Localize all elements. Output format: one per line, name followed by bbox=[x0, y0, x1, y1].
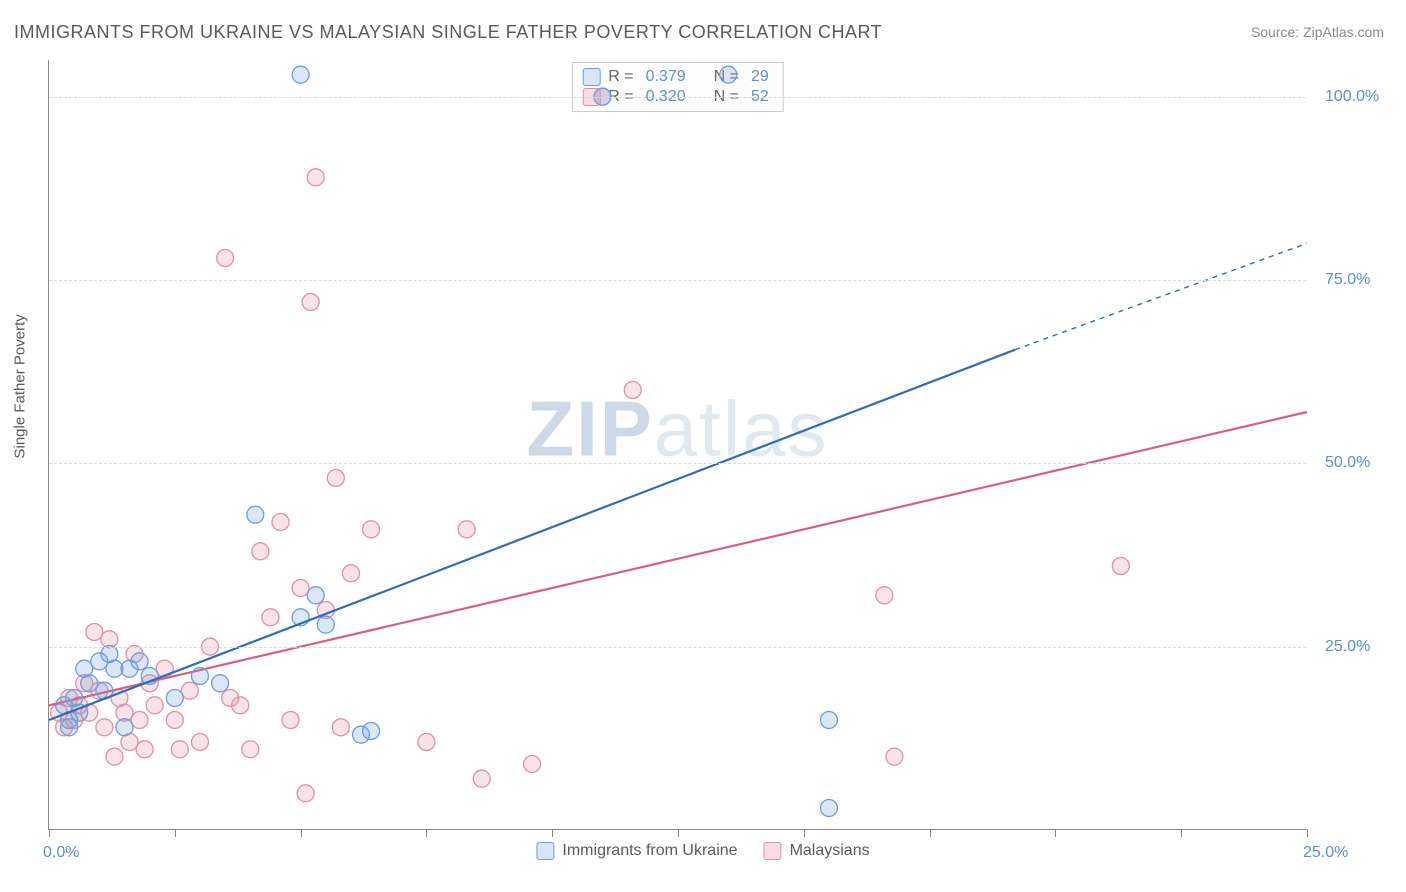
scatter-point bbox=[720, 66, 737, 83]
scatter-point bbox=[191, 734, 208, 751]
scatter-point bbox=[116, 719, 133, 736]
scatter-svg bbox=[49, 60, 1306, 829]
scatter-point bbox=[363, 723, 380, 740]
y-axis-label: Single Father Poverty bbox=[12, 314, 29, 458]
gridline bbox=[49, 97, 1306, 98]
scatter-point bbox=[61, 719, 78, 736]
scatter-point bbox=[292, 580, 309, 597]
legend-swatch-ukraine bbox=[536, 842, 554, 860]
scatter-point bbox=[282, 712, 299, 729]
scatter-point bbox=[458, 521, 475, 538]
gridline bbox=[49, 647, 1306, 648]
scatter-point bbox=[876, 587, 893, 604]
x-tick bbox=[930, 829, 931, 837]
scatter-point bbox=[191, 668, 208, 685]
chart-title: IMMIGRANTS FROM UKRAINE VS MALAYSIAN SIN… bbox=[14, 22, 882, 43]
scatter-point bbox=[1112, 558, 1129, 575]
y-tick-label: 75.0% bbox=[1325, 271, 1370, 289]
scatter-point bbox=[262, 609, 279, 626]
scatter-point bbox=[820, 712, 837, 729]
x-tick bbox=[175, 829, 176, 837]
legend-label: Immigrants from Ukraine bbox=[562, 842, 737, 860]
gridline bbox=[49, 280, 1306, 281]
scatter-point bbox=[81, 675, 98, 692]
scatter-point bbox=[473, 770, 490, 787]
scatter-point bbox=[292, 66, 309, 83]
scatter-point bbox=[131, 653, 148, 670]
scatter-point bbox=[820, 800, 837, 817]
scatter-point bbox=[136, 741, 153, 758]
scatter-point bbox=[131, 712, 148, 729]
scatter-point bbox=[307, 587, 324, 604]
x-tick bbox=[804, 829, 805, 837]
scatter-point bbox=[171, 741, 188, 758]
x-tick bbox=[1181, 829, 1182, 837]
scatter-point bbox=[217, 250, 234, 267]
x-tick-label: 25.0% bbox=[1303, 844, 1348, 862]
scatter-point bbox=[166, 712, 183, 729]
x-tick bbox=[552, 829, 553, 837]
scatter-point bbox=[307, 169, 324, 186]
scatter-point bbox=[212, 675, 229, 692]
scatter-point bbox=[252, 543, 269, 560]
source-attribution: Source: ZipAtlas.com bbox=[1251, 24, 1384, 40]
scatter-point bbox=[247, 506, 264, 523]
scatter-point bbox=[106, 748, 123, 765]
scatter-point bbox=[886, 748, 903, 765]
x-tick bbox=[1307, 829, 1308, 837]
scatter-point bbox=[342, 565, 359, 582]
legend-label: Malaysians bbox=[790, 842, 870, 860]
y-tick-label: 25.0% bbox=[1325, 638, 1370, 656]
x-tick bbox=[301, 829, 302, 837]
gridline bbox=[49, 463, 1306, 464]
scatter-point bbox=[146, 697, 163, 714]
scatter-point bbox=[624, 382, 641, 399]
legend-item-malaysians: Malaysians bbox=[764, 842, 870, 860]
x-tick-label: 0.0% bbox=[43, 844, 79, 862]
scatter-point bbox=[96, 719, 113, 736]
x-tick bbox=[678, 829, 679, 837]
scatter-point bbox=[332, 719, 349, 736]
trend-line-dashed bbox=[1015, 243, 1307, 349]
x-tick bbox=[1055, 829, 1056, 837]
scatter-point bbox=[181, 682, 198, 699]
y-tick-label: 100.0% bbox=[1325, 88, 1379, 106]
scatter-point bbox=[363, 521, 380, 538]
scatter-point bbox=[327, 470, 344, 487]
legend-swatch-malaysians bbox=[764, 842, 782, 860]
scatter-point bbox=[418, 734, 435, 751]
scatter-point bbox=[317, 616, 334, 633]
scatter-point bbox=[86, 624, 103, 641]
scatter-point bbox=[242, 741, 259, 758]
legend-item-ukraine: Immigrants from Ukraine bbox=[536, 842, 737, 860]
legend-series: Immigrants from Ukraine Malaysians bbox=[536, 842, 869, 860]
x-tick bbox=[426, 829, 427, 837]
scatter-point bbox=[166, 690, 183, 707]
y-tick-label: 50.0% bbox=[1325, 454, 1370, 472]
x-tick bbox=[49, 829, 50, 837]
chart-plot-area: ZIPatlas R = 0.379 N = 29 R = 0.320 N = … bbox=[48, 60, 1306, 830]
scatter-point bbox=[232, 697, 249, 714]
scatter-point bbox=[524, 756, 541, 773]
scatter-point bbox=[302, 294, 319, 311]
trend-line bbox=[49, 350, 1015, 720]
scatter-point bbox=[272, 514, 289, 531]
scatter-point bbox=[297, 785, 314, 802]
